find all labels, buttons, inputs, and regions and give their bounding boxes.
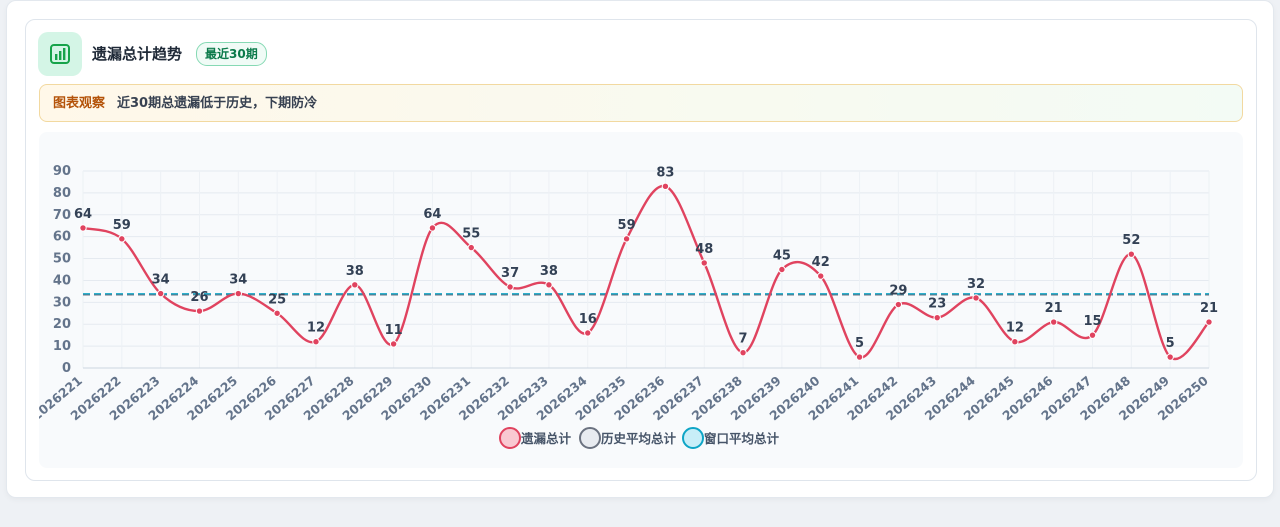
trend-card: 遗漏总计趋势 最近30期 图表观察 近30期总遗漏低于历史，下期防冷 0 10 20… [25, 19, 1257, 481]
y-tick-label: 70 [53, 208, 71, 223]
data-point [118, 235, 126, 243]
data-point [545, 281, 553, 289]
y-tick-label: 80 [53, 186, 71, 201]
data-label: 59 [618, 218, 636, 233]
data-label: 83 [656, 165, 674, 180]
data-point [351, 281, 359, 289]
data-label: 34 [229, 273, 247, 288]
data-label: 25 [268, 292, 286, 307]
data-point [661, 182, 670, 191]
y-tick-label: 60 [53, 230, 71, 245]
data-point [1088, 331, 1097, 339]
insight-tag: 图表观察 [53, 96, 106, 111]
data-label: 55 [462, 227, 480, 242]
data-point [933, 313, 941, 322]
data-label: 32 [967, 277, 985, 292]
data-label: 64 [74, 207, 92, 222]
data-point [778, 265, 786, 274]
data-label: 26 [190, 290, 208, 305]
data-point [1205, 318, 1213, 326]
data-point [739, 348, 747, 357]
data-point [273, 309, 281, 317]
data-point [428, 224, 437, 232]
data-label: 23 [928, 297, 946, 312]
data-point [156, 289, 165, 298]
data-point [622, 235, 631, 243]
legend-marker [499, 427, 521, 449]
data-label: 7 [739, 332, 748, 347]
data-label: 64 [423, 207, 441, 222]
data-point [312, 338, 320, 346]
data-point [234, 289, 243, 298]
data-label: 48 [695, 242, 713, 257]
data-label: 38 [540, 264, 558, 279]
missing-total-line [82, 185, 1210, 361]
legend-marker [682, 427, 704, 449]
outer-frame: 遗漏总计趋势 最近30期 图表观察 近30期总遗漏低于历史，下期防冷 0 10 20… [6, 0, 1274, 498]
data-label: 45 [773, 249, 791, 264]
data-label: 12 [1006, 321, 1024, 336]
chart-panel: 0 10 20 30 40 50 60 70 80 90 2026221 2026222 2026223… [39, 132, 1243, 468]
data-label: 12 [307, 321, 325, 336]
chart-legend: 遗漏总计 历史平均总计 窗口平均总计 [499, 427, 780, 449]
insight-banner: 图表观察 近30期总遗漏低于历史，下期防冷 [39, 84, 1243, 122]
data-point [79, 224, 87, 232]
data-point [1166, 353, 1174, 361]
data-label: 29 [889, 284, 907, 299]
data-point [1011, 338, 1019, 346]
legend-label: 历史平均总计 [601, 431, 677, 446]
data-label: 15 [1083, 314, 1101, 329]
y-tick-label: 0 [62, 361, 71, 376]
y-tick-label: 90 [53, 164, 71, 179]
trend-line-chart: 0102030405060708090202622120262222026223… [39, 164, 1218, 449]
data-label: 38 [346, 264, 364, 279]
data-point [389, 340, 398, 348]
data-label: 5 [1166, 336, 1175, 351]
legend-marker [579, 427, 601, 449]
data-label: 21 [1045, 301, 1063, 316]
legend-label: 窗口平均总计 [704, 431, 780, 446]
data-point [195, 307, 204, 315]
data-label: 52 [1122, 233, 1140, 248]
data-label: 5 [855, 336, 864, 351]
period-badge: 最近30期 [196, 42, 267, 66]
bar-chart-icon [38, 32, 82, 76]
y-tick-label: 30 [53, 295, 71, 310]
data-point [584, 329, 592, 337]
data-point [817, 272, 825, 280]
data-label: 59 [113, 218, 131, 233]
data-label: 16 [579, 312, 597, 327]
data-label: 11 [385, 323, 403, 338]
y-tick-label: 10 [53, 339, 71, 354]
insight-text: 近30期总遗漏低于历史，下期防冷 [117, 96, 318, 111]
data-point [855, 353, 864, 361]
y-tick-label: 50 [53, 252, 71, 267]
data-label: 42 [812, 255, 830, 270]
data-point [506, 283, 514, 291]
data-point [1049, 318, 1058, 326]
data-point [894, 300, 903, 309]
data-label: 21 [1200, 301, 1218, 316]
data-point [972, 294, 980, 302]
y-tick-label: 20 [53, 317, 71, 332]
data-point [700, 259, 708, 267]
y-tick-label: 40 [53, 273, 71, 288]
data-point [467, 243, 475, 252]
grid-lines [82, 170, 1210, 369]
legend-label: 遗漏总计 [520, 431, 572, 446]
card-title: 遗漏总计趋势 [92, 45, 183, 63]
data-label: 37 [501, 266, 519, 281]
data-label: 34 [152, 273, 170, 288]
data-point [1127, 250, 1136, 258]
